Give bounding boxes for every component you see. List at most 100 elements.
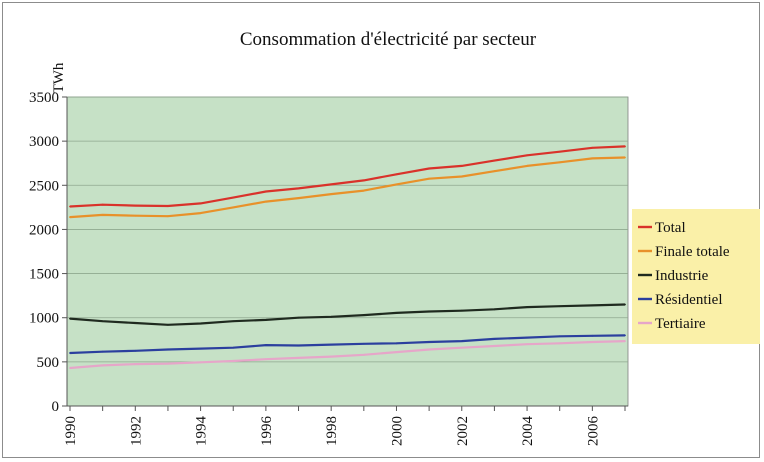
data-point [362,189,365,192]
data-point [199,322,202,325]
y-tick-label: 2000 [29,222,59,238]
data-point [558,305,561,308]
y-tick-label: 1500 [29,267,59,283]
data-point [395,342,398,345]
data-point [330,355,333,358]
legend-label: Finale totale [655,244,730,260]
plot-area: 0 500 1000 1500 2000 2500 3000 3500 1990 1992 1994… [29,90,629,447]
y-tick-label: 3500 [29,90,59,106]
data-point [199,347,202,350]
series-line-1 [69,145,626,208]
data-point [395,351,398,354]
data-point [264,344,267,346]
data-point [101,364,104,367]
data-point [167,323,169,326]
data-point [101,350,104,353]
data-point [460,164,463,167]
data-point [493,338,496,340]
data-point [101,203,104,206]
data-point [264,358,267,361]
data-point [330,343,333,346]
data-point [69,317,71,320]
data-point [199,361,202,364]
data-point [558,342,561,345]
data-point [624,303,626,306]
plot-background [66,96,629,407]
data-point [134,349,137,352]
legend-label: Résidentiel [655,292,723,308]
chart-frame: Consommation d'électricité par secteur T… [2,2,760,458]
data-point [428,177,431,180]
data-point [624,340,626,343]
data-point [428,310,431,313]
data-point [232,320,235,323]
x-tick-label: 2006 [585,416,601,447]
data-point [232,196,235,199]
y-tick-label: 2500 [29,178,59,194]
legend: Total Finale totale Industrie Résidentiel Te… [632,209,760,344]
data-point [428,341,431,343]
data-point [591,304,594,307]
series-line-2 [69,156,626,219]
data-point [624,145,626,148]
data-point [167,348,169,351]
data-point [297,344,300,347]
data-point [591,157,594,160]
y-tick-label: 3000 [29,134,59,150]
series-line-4 [69,334,626,355]
data-point [69,352,71,354]
line-chart: Consommation d'électricité par secteur T… [29,29,760,447]
data-point [395,183,398,186]
data-point [101,213,104,216]
data-point [460,309,463,312]
data-point [167,215,169,218]
y-axis-unit-label: TWh [51,62,67,93]
data-point [232,346,235,349]
data-point [264,190,267,193]
data-point [558,161,561,164]
data-point [264,200,267,203]
data-point [134,214,137,217]
data-point [362,179,365,182]
data-point [167,362,169,365]
y-tick-label: 0 [52,399,60,415]
x-tick-label: 1990 [63,416,79,446]
y-tick-label: 1000 [29,311,59,327]
data-point [297,197,300,199]
data-point [297,356,300,359]
y-tick-label: 500 [37,355,60,371]
x-tick-label: 1998 [324,416,340,446]
data-point [134,322,137,324]
data-point [526,306,528,309]
data-point [558,150,561,153]
series-line-3 [69,303,626,326]
data-point [526,154,528,157]
data-point [493,159,496,162]
data-point [199,202,202,205]
data-point [167,205,169,207]
data-point [101,320,104,323]
legend-box [632,209,760,344]
data-point [591,146,594,149]
data-point [428,167,431,170]
x-tick-label: 2000 [389,416,405,446]
x-tick-label: 2002 [455,416,471,446]
data-point [297,187,300,190]
data-point [199,212,202,214]
data-point [297,316,300,319]
data-point [460,175,463,178]
data-point [69,205,71,208]
data-point [591,334,594,337]
data-point [362,353,365,356]
data-point [591,341,594,343]
data-point [69,216,71,218]
data-point [428,348,431,351]
series-line-5 [69,340,626,370]
data-point [395,173,398,176]
data-point [395,311,398,314]
data-point [493,170,496,173]
data-point [493,345,496,347]
data-point [362,342,365,345]
x-tick-label: 2004 [520,416,536,447]
data-point [526,336,528,339]
